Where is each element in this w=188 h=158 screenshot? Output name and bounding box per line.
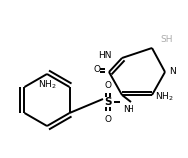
Text: O: O — [105, 80, 111, 89]
Text: NH$_2$: NH$_2$ — [38, 79, 56, 91]
Text: O: O — [93, 66, 101, 75]
Text: N: N — [123, 106, 129, 115]
Text: NH$_2$: NH$_2$ — [155, 91, 173, 103]
Text: O: O — [105, 115, 111, 124]
Text: SH: SH — [160, 36, 173, 45]
Text: H: H — [127, 106, 133, 115]
Text: N: N — [170, 67, 176, 76]
Text: S: S — [104, 97, 112, 107]
Text: HN: HN — [99, 51, 112, 60]
